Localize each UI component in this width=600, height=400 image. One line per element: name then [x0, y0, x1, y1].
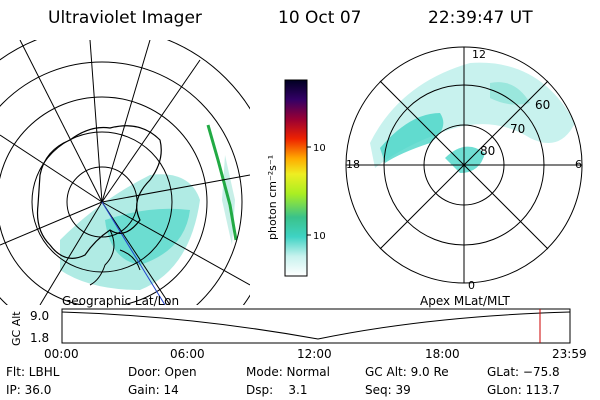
colorbar: 100 10 photon cm⁻²s⁻¹ [266, 79, 325, 277]
seq-info: Seq: 39 [365, 383, 411, 397]
mlt-12-label: 12 [472, 48, 486, 61]
timeline-tick-0: 00:00 [44, 347, 79, 361]
aurora-emission-right [370, 62, 575, 173]
ip-info: IP: 36.0 [6, 383, 52, 397]
colorbar-tick-10: 10 [313, 231, 325, 242]
geographic-map [0, 40, 250, 305]
colorbar-label: photon cm⁻²s⁻¹ [266, 155, 279, 240]
timeline-ylabel: GC Alt [10, 311, 23, 346]
geographic-label: Geographic Lat/Lon [62, 294, 180, 308]
door-info: Door: Open [128, 365, 197, 379]
gain-info: Gain: 14 [128, 383, 179, 397]
altitude-timeline: GC Alt 9.0 1.8 00:00 06:00 12:00 18:00 2… [10, 308, 587, 361]
timeline-tick-1: 06:00 [170, 347, 205, 361]
mlat-80-label: 80 [480, 144, 495, 158]
timeline-ymin: 1.8 [30, 331, 49, 345]
timeline-tick-4: 23:59 [552, 347, 587, 361]
dsp-info: Dsp: 3.1 [246, 383, 308, 397]
mode-info: Mode: Normal [246, 365, 330, 379]
glon-info: GLon: 113.7 [487, 383, 560, 397]
time-label: 22:39:47 UT [428, 8, 533, 28]
timeline-tick-3: 18:00 [425, 347, 460, 361]
apex-label: Apex MLat/MLT [420, 294, 510, 308]
gc-alt-info: GC Alt: 9.0 Re [365, 365, 449, 379]
app-title: Ultraviolet Imager [48, 8, 202, 28]
date-label: 10 Oct 07 [278, 8, 362, 28]
mlat-60-label: 60 [535, 98, 550, 112]
timeline-tick-2: 12:00 [297, 347, 332, 361]
timeline-ymax: 9.0 [30, 309, 49, 323]
filter-info: Flt: LBHL [6, 365, 60, 379]
polar-plot: 12 18 6 0 60 70 80 [345, 46, 583, 292]
mlat-70-label: 70 [510, 122, 525, 136]
colorbar-tick-100: 100 [313, 143, 325, 154]
mlt-0-label: 0 [468, 279, 475, 292]
mlt-6-label: 6 [575, 158, 582, 171]
glat-info: GLat: −75.8 [487, 365, 560, 379]
mlt-18-label: 18 [346, 158, 360, 171]
